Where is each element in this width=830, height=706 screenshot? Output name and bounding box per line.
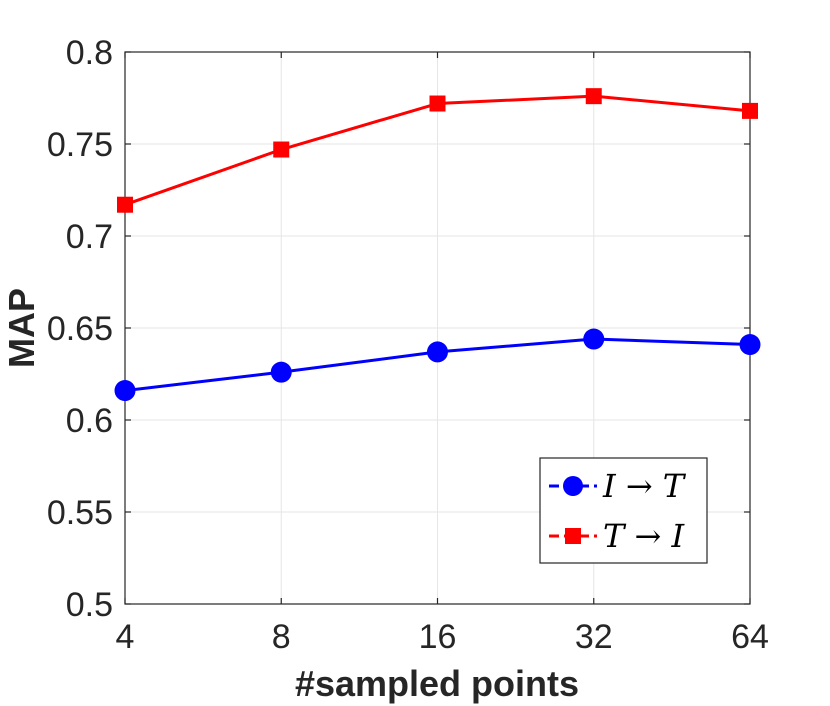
x-tick-label: 8 [272,618,291,656]
y-axis-title: MAP [1,288,42,368]
data-point-t-to-i [273,141,290,158]
x-tick-label: 32 [575,618,613,656]
data-point-t-to-i [117,196,133,213]
grid [124,51,751,605]
data-point-t-to-i [429,95,446,112]
y-tick-label: 0.7 [66,218,113,256]
y-tick-label: 0.6 [66,402,113,440]
data-point-i-to-t [739,334,761,356]
y-tick-label: 0.75 [47,126,113,164]
legend-label-t-to-i: T → I [603,517,686,555]
legend: I → T T → I [539,457,708,564]
y-tick-label: 0.65 [47,310,113,348]
x-tick-label: 4 [116,618,135,656]
data-point-i-to-t [270,361,292,383]
x-axis-title: #sampled points [295,663,579,704]
y-tick-label: 0.55 [47,494,113,532]
data-point-i-to-t [114,380,136,402]
x-tick-label: 16 [419,618,457,656]
y-tick-label: 0.8 [66,34,113,72]
data-point-i-to-t [583,328,605,350]
data-point-t-to-i [742,102,758,119]
legend-box [539,457,708,564]
legend-label-i-to-t: I → T [602,467,687,505]
series-group [114,88,761,402]
legend-marker-i-to-t [563,476,583,496]
data-point-t-to-i [585,88,602,105]
data-point-i-to-t [427,341,448,363]
legend-marker-t-to-i [565,528,581,544]
x-tick-label: 64 [731,618,769,656]
axis-ticks: 4 8 16 32 64 0.5 0.55 0.6 0.65 0.7 0.75 0.8 [47,34,769,656]
y-tick-label: 0.5 [66,586,113,624]
